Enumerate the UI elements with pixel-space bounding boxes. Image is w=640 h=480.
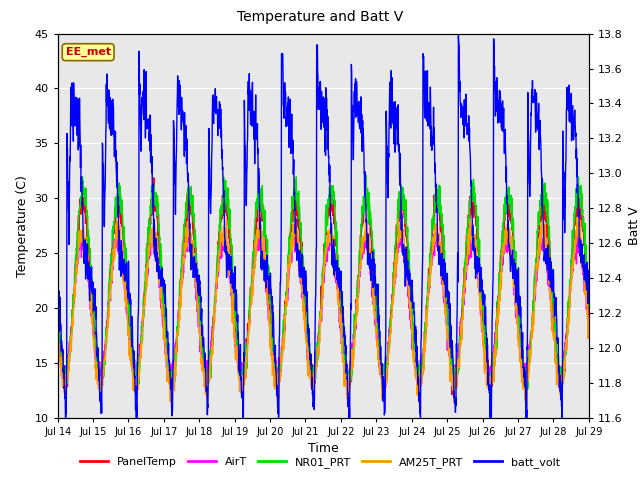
Text: Temperature and Batt V: Temperature and Batt V	[237, 10, 403, 24]
Y-axis label: Batt V: Batt V	[628, 206, 640, 245]
Text: EE_met: EE_met	[65, 47, 111, 57]
Legend: PanelTemp, AirT, NR01_PRT, AM25T_PRT, batt_volt: PanelTemp, AirT, NR01_PRT, AM25T_PRT, ba…	[76, 452, 564, 472]
X-axis label: Time: Time	[308, 442, 339, 455]
Y-axis label: Temperature (C): Temperature (C)	[16, 175, 29, 276]
